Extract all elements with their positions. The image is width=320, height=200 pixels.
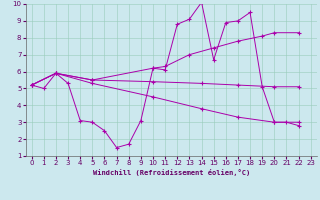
X-axis label: Windchill (Refroidissement éolien,°C): Windchill (Refroidissement éolien,°C) — [92, 169, 250, 176]
